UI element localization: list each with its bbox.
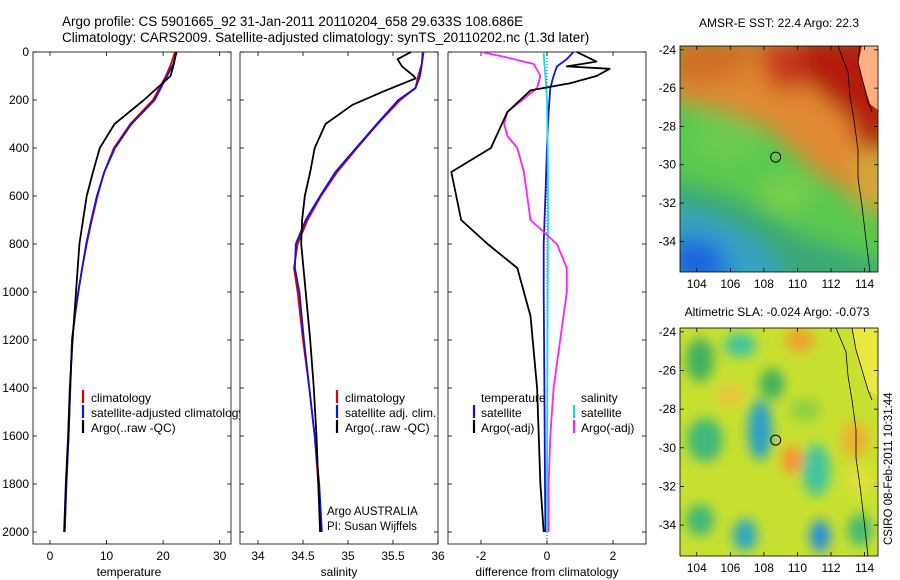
lat-tick-label: -34 xyxy=(659,518,677,532)
temperature-legend: climatology satellite-adjusted climatolo… xyxy=(81,390,244,435)
salinity-legend: climatology satellite adj. clim. Argo(..… xyxy=(335,390,436,435)
legend-satellite-adj: satellite adj. clim. xyxy=(345,406,436,420)
lon-tick-label: 110 xyxy=(788,277,807,291)
lat-tick-label: -30 xyxy=(659,441,677,455)
argo-position-marker xyxy=(770,434,782,446)
legend-climatology: climatology xyxy=(91,391,151,405)
series-line-argo-adj- xyxy=(450,51,611,533)
y-tick-label: 0 xyxy=(22,45,29,59)
x-tick-label: 35 xyxy=(341,549,355,563)
x-tick-label: 34 xyxy=(251,549,265,563)
y-tick-label: 1000 xyxy=(2,285,29,299)
y-tick-label: 1200 xyxy=(2,333,29,347)
sst-coastline xyxy=(837,46,871,272)
lon-tick-label: 106 xyxy=(720,561,740,575)
legend-temperature-header: temperature xyxy=(481,391,546,405)
lat-tick-label: -34 xyxy=(659,234,677,248)
legend-argo: Argo(..raw -QC) xyxy=(345,421,430,435)
temperature-panel: 0 10 20 30 0 200 400 600 800 1000 1200 1400 1600 1800… xyxy=(2,45,244,579)
sst-map-title: AMSR-E SST: 22.4 Argo: 22.3 xyxy=(699,16,859,30)
lat-tick-label: -32 xyxy=(659,196,677,210)
y-tick-label: 2000 xyxy=(2,525,29,539)
series-line-argo-raw-qc- xyxy=(63,51,177,533)
salinity-panel: 34 34.5 35 35.5 36 salinity climatology sate… xyxy=(239,51,445,579)
y-tick-label: 1600 xyxy=(2,429,29,443)
lon-tick-label: 104 xyxy=(687,561,707,575)
lat-tick-label: -26 xyxy=(659,364,677,378)
header-line-2: Climatology: CARS2009. Satellite-adjuste… xyxy=(62,30,589,45)
legend-temp-satellite: satellite xyxy=(481,406,522,420)
legend-sal-argo: Argo(-adj) xyxy=(581,421,634,435)
legend-temp-argo: Argo(-adj) xyxy=(481,421,534,435)
argo-position-marker xyxy=(770,151,782,163)
side-timestamp: CSIRO 08-Feb-2011 10:31:44 xyxy=(883,392,895,545)
y-tick-label: 600 xyxy=(9,189,29,203)
lat-tick-label: -28 xyxy=(659,402,677,416)
x-tick-label: 2 xyxy=(610,549,617,563)
series-line-satellite xyxy=(542,51,549,532)
difference-panel: -2 0 2 difference from climatology tempera… xyxy=(447,51,647,579)
sla-map-frame xyxy=(679,327,879,557)
x-tick-label: 0 xyxy=(544,549,551,563)
lon-tick-label: 114 xyxy=(855,561,874,575)
sla-coastline xyxy=(835,328,869,556)
y-tick-label: 800 xyxy=(9,237,29,251)
legend-argo: Argo(..raw -QC) xyxy=(91,421,176,435)
header-line-1: Argo profile: CS 5901665_92 31-Jan-2011 … xyxy=(62,14,523,29)
lat-tick-label: -26 xyxy=(659,81,677,95)
sla-map-title: Altimetric SLA: -0.024 Argo: -0.073 xyxy=(685,305,870,319)
lon-tick-label: 114 xyxy=(855,277,874,291)
x-tick-label: 35.5 xyxy=(381,549,405,563)
temperature-axes xyxy=(32,51,232,545)
legend-satellite-adjusted: satellite-adjusted climatology xyxy=(91,406,244,420)
sst-field xyxy=(680,46,878,272)
annotation-line-1: Argo AUSTRALIA xyxy=(327,506,418,518)
lon-tick-label: 112 xyxy=(821,277,840,291)
lon-tick-label: 104 xyxy=(687,277,707,291)
annotation-line-2: PI: Susan Wijffels xyxy=(327,521,417,533)
difference-legend: temperature satellite Argo(-adj) salinit… xyxy=(472,391,634,435)
sla-map-panel: Altimetric SLA: -0.024 Argo: -0.073 xyxy=(659,305,879,575)
sst-map-frame xyxy=(679,45,879,273)
salinity-axes xyxy=(239,51,439,545)
lat-tick-label: -24 xyxy=(659,325,677,339)
legend-salinity-header: salinity xyxy=(581,391,618,405)
x-tick-label: 20 xyxy=(156,549,170,563)
lon-tick-label: 110 xyxy=(788,561,807,575)
series-line-satellite-adj-clim- xyxy=(294,51,424,533)
sst-land xyxy=(858,46,878,110)
lat-tick-label: -30 xyxy=(659,158,677,172)
series-line-argo-adj- xyxy=(480,51,568,532)
x-tick-label: 10 xyxy=(100,549,114,563)
difference-xlabel: difference from climatology xyxy=(475,565,618,579)
lon-tick-label: 112 xyxy=(821,561,840,575)
lon-tick-label: 108 xyxy=(754,561,774,575)
salinity-xlabel: salinity xyxy=(321,565,358,579)
sla-field xyxy=(680,328,878,556)
sla-land xyxy=(852,328,878,396)
y-tick-label: 1400 xyxy=(2,381,29,395)
series-line-argo-raw-qc- xyxy=(300,51,417,533)
lon-tick-label: 106 xyxy=(720,277,740,291)
y-tick-label: 200 xyxy=(9,93,29,107)
x-tick-label: 36 xyxy=(431,549,445,563)
lat-tick-label: -24 xyxy=(659,43,677,57)
lat-tick-label: -32 xyxy=(659,479,677,493)
x-tick-label: -2 xyxy=(476,549,487,563)
lon-tick-label: 108 xyxy=(754,277,774,291)
legend-climatology: climatology xyxy=(345,391,405,405)
sst-map-panel: AMSR-E SST: 22.4 Argo: 22.3 104 106 108 110… xyxy=(659,16,879,291)
lat-tick-label: -28 xyxy=(659,119,677,133)
x-tick-label: 34.5 xyxy=(291,549,315,563)
legend-sal-satellite: satellite xyxy=(581,406,622,420)
x-tick-label: 0 xyxy=(47,549,54,563)
temperature-xlabel: temperature xyxy=(97,565,162,579)
y-tick-label: 400 xyxy=(9,141,29,155)
y-tick-label: 1800 xyxy=(2,477,29,491)
x-tick-label: 30 xyxy=(213,549,227,563)
